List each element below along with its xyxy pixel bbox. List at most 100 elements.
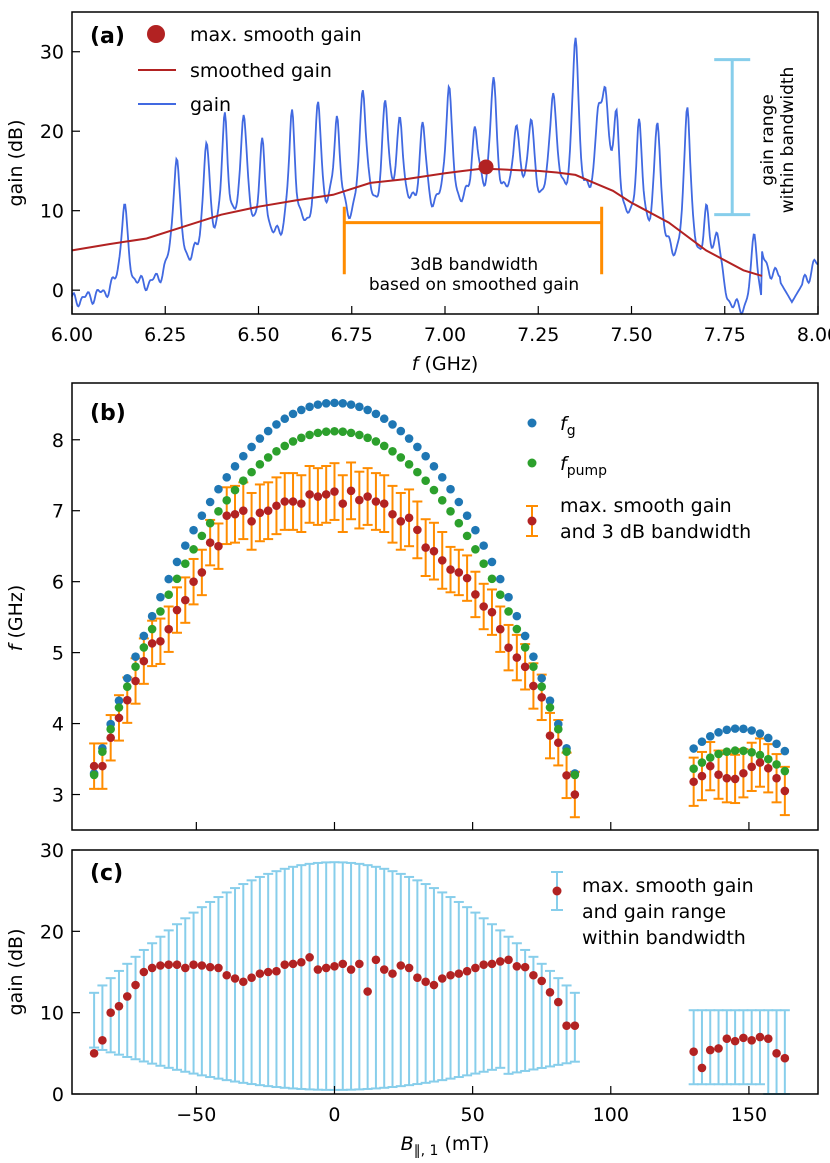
panel-b-fg-point [529, 652, 538, 661]
panel-b-fpump-point [755, 750, 765, 760]
panel-b-fpump-point [413, 467, 422, 477]
panel-b-fpump-point [562, 747, 571, 756]
panel-b-max-gain-point [529, 681, 538, 691]
panel-c-max-gain-point [131, 980, 140, 990]
panel-b-fpump-point [537, 682, 547, 691]
panel-c-max-gain-point [106, 1008, 115, 1017]
panel-c-frame [71, 849, 819, 1095]
panel-b-max-gain-point [454, 568, 464, 577]
panel-b-fpump-point [89, 770, 99, 780]
panel-b-fpump-point [114, 703, 124, 712]
panel-a-ytick-label: 20 [40, 121, 64, 143]
panel-b-fg-point [371, 409, 381, 419]
panel-b-fg-point [230, 462, 240, 471]
panel-b-max-gain-point [697, 771, 707, 781]
panel-b-fpump-point [98, 747, 107, 756]
panel-a-xtick-label: 8.00 [797, 324, 830, 346]
legend-fg-sub: g [567, 423, 576, 439]
gain-range-annotation-line1: gain range [758, 94, 778, 186]
panel-b-fpump-point [321, 427, 331, 436]
panel-b-max-gain-point [722, 773, 732, 783]
panel-c-max-gain-point [255, 969, 265, 978]
panel-b-max-gain-point [205, 538, 215, 547]
panel-c-max-gain-point [288, 959, 298, 969]
panel-b-fpump-point [263, 453, 273, 462]
panel-c-max-gain-point [479, 960, 488, 969]
panel-b-fpump-point [404, 460, 414, 469]
panel-c-max-gain-point [247, 973, 256, 982]
panel-a-ytick-label: 0 [52, 280, 64, 302]
panel-b-max-gain-point [363, 492, 372, 501]
panel-b-fpump-point [197, 531, 207, 541]
panel-b-fpump-point [446, 507, 455, 516]
legend-max-line2: and 3 dB bandwidth [560, 521, 751, 543]
panel-b-max-gain-point [114, 713, 124, 723]
panel-b-fpump-point [247, 467, 256, 477]
max-smooth-gain-point [478, 159, 494, 175]
panel-b-fpump-point [396, 453, 406, 462]
panel-b-fg-point [255, 434, 265, 443]
legend-gain-label: gain [190, 94, 231, 116]
panel-b-fg-point [689, 744, 698, 753]
panel-b-fg-point [355, 402, 364, 412]
panel-b-fg-point [263, 426, 273, 436]
panel-c-max-gain-point [730, 1036, 740, 1046]
panel-b-fg-point [189, 525, 198, 535]
panel-a-ticks: 6.00 6.25 6.50 6.75 7.00 7.25 7.50 7.75 8.00 0 10 2… [40, 42, 830, 346]
panel-b-fpump-point [429, 485, 439, 495]
panel-b-max-gain-point [739, 768, 748, 778]
panel-a-marks [71, 37, 819, 316]
panel-c-max-gain-point [537, 976, 547, 986]
panel-b-fpump-point [164, 590, 174, 600]
panel-c-max-gain-point [263, 967, 273, 977]
panel-b-max-gain-point [504, 643, 513, 652]
panel-c-max-gain-point [239, 977, 248, 987]
panel-b-fpump-point [346, 428, 356, 438]
panel-b-fpump-point [205, 518, 215, 528]
panel-b-max-gain-point [747, 762, 756, 772]
panel-b-fpump-point [230, 485, 240, 495]
panel-b-fg-point [537, 673, 547, 683]
panel-c-xtick-label: 150 [731, 1104, 767, 1126]
legend-fg-marker [527, 418, 537, 428]
panel-c-max-gain-point [705, 1045, 715, 1055]
panel-b-fg-point [520, 631, 530, 641]
panel-c-max-gain-point [396, 961, 406, 970]
panel-c-max-gain-point [330, 962, 339, 971]
panel-b-max-gain-point [755, 758, 765, 767]
panel-b-marks [89, 398, 790, 819]
panel-b-fpump-point [139, 643, 149, 652]
legend-fpump-sub: pump [567, 463, 607, 479]
panel-a-xtick-label: 7.25 [517, 324, 559, 346]
panel-c-max-gain-point [553, 997, 563, 1007]
panel-c-ticks: −50 0 50 100 150 0 10 20 30 [40, 840, 767, 1126]
panel-c-max-gain-point [755, 1032, 765, 1042]
panel-b-fpump-point [553, 724, 563, 734]
panel-b-fpump-point [371, 437, 381, 446]
legend-smoothed-gain-label: smoothed gain [190, 60, 332, 82]
panel-b-fpump-point [529, 662, 538, 671]
legend-c-line1: max. smooth gain [582, 875, 754, 897]
panel-b-fg-point [122, 673, 132, 683]
panel-b-fg-point [338, 399, 348, 408]
panel-b-fpump-point [479, 559, 488, 568]
panel-b-fg-point [222, 473, 232, 482]
panel-c-max-gain-point [421, 977, 430, 987]
panel-b-max-gain-point [89, 761, 99, 771]
panel-b-ytick-label: 4 [52, 714, 64, 736]
panel-b-fg-point [495, 574, 505, 584]
panel-b-max-gain-point [263, 506, 273, 516]
panel-c-max-gain-point [280, 960, 290, 969]
panel-b-fg-point [697, 737, 707, 747]
panel-b-max-gain-point [106, 733, 115, 743]
panel-b-fg-point [705, 732, 715, 741]
panel-b-max-gain-point [346, 486, 356, 496]
panel-b-fg-point [772, 739, 781, 749]
panel-c-max-gain-point [722, 1034, 732, 1043]
panel-c-max-gain-point [512, 962, 522, 971]
panel-b-fg-point [172, 557, 182, 567]
panel-b-fpump-point [363, 433, 372, 443]
panel-b-fg-point [462, 511, 472, 520]
panel-b-max-gain-point [147, 639, 157, 648]
